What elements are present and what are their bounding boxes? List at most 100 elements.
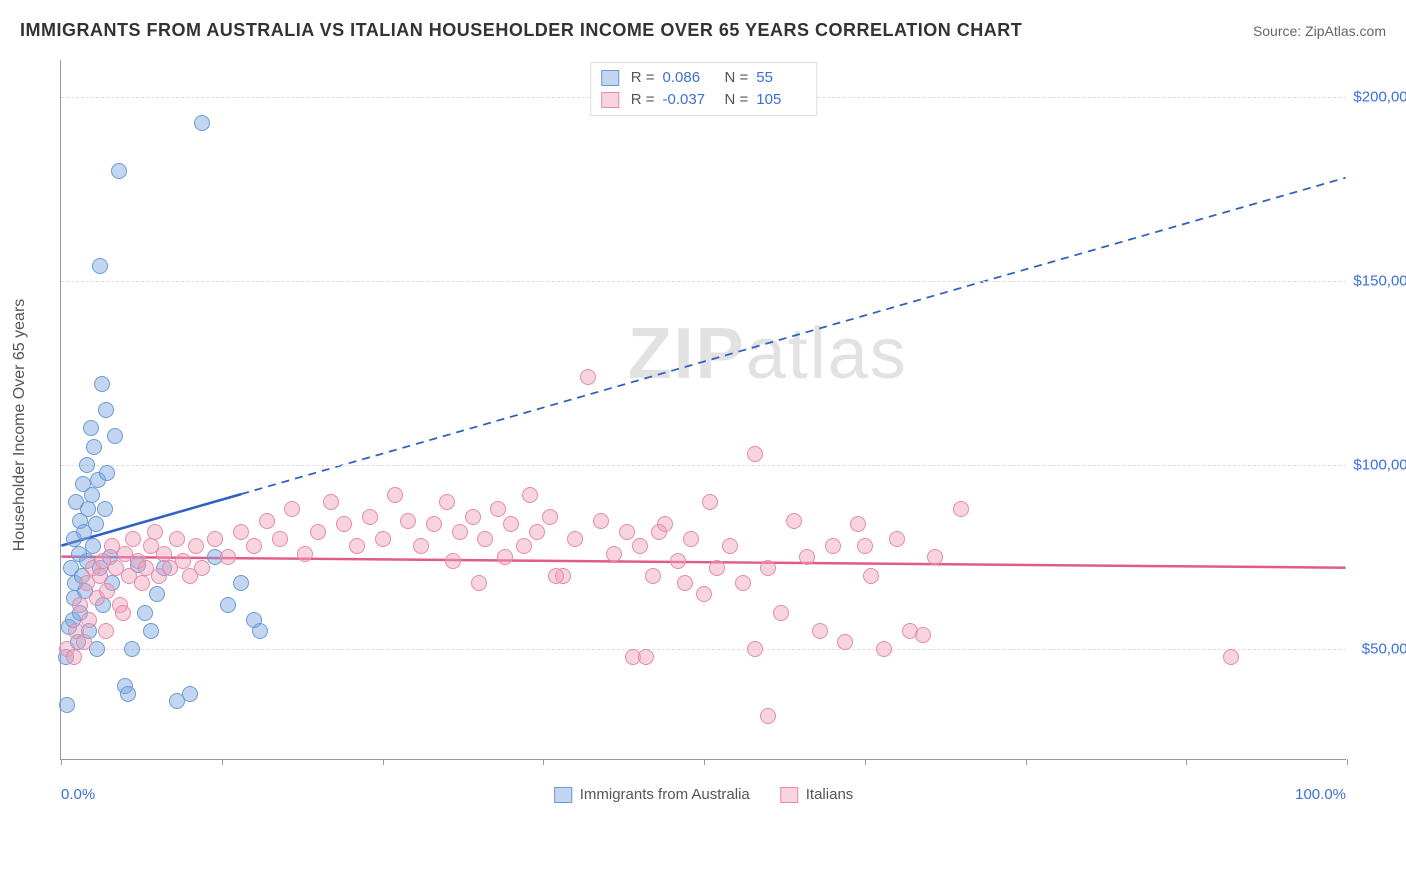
scatter-point-pink [413,538,429,554]
scatter-point-blue [124,641,140,657]
scatter-point-blue [111,163,127,179]
n-value-1: 105 [756,89,806,111]
scatter-point-pink [786,513,802,529]
scatter-point-pink [147,524,163,540]
scatter-point-pink [606,546,622,562]
source-prefix: Source: [1253,23,1305,39]
scatter-point-blue [233,575,249,591]
gridline [61,281,1346,282]
x-tick-mark [222,759,223,765]
scatter-point-pink [72,597,88,613]
scatter-point-blue [143,623,159,639]
scatter-point-pink [529,524,545,540]
n-value-0: 55 [756,67,806,89]
scatter-point-pink [593,513,609,529]
scatter-point-pink [619,524,635,540]
legend-stats-row-1: R = -0.037 N = 105 [601,89,807,111]
scatter-point-pink [387,487,403,503]
scatter-point-blue [92,258,108,274]
legend-item-1: Italians [780,786,854,803]
legend-label-0: Immigrants from Australia [580,786,750,803]
scatter-point-pink [522,487,538,503]
scatter-point-pink [445,553,461,569]
scatter-point-blue [182,686,198,702]
scatter-point-blue [59,697,75,713]
scatter-point-pink [837,634,853,650]
source-name: ZipAtlas.com [1305,23,1386,39]
scatter-point-pink [567,531,583,547]
scatter-point-pink [452,524,468,540]
scatter-point-pink [246,538,262,554]
scatter-point-pink [702,494,718,510]
scatter-point-pink [915,627,931,643]
scatter-point-pink [115,605,131,621]
y-tick-label: $150,000 [1353,273,1406,290]
swatch-pink-icon [601,92,619,108]
swatch-pink-icon [780,787,798,803]
scatter-point-pink [760,708,776,724]
r-label: R = [631,67,655,89]
scatter-point-pink [349,538,365,554]
trend-line-solid-pink [61,557,1345,568]
scatter-point-pink [497,549,513,565]
trend-lines-svg [61,60,1346,759]
scatter-point-pink [812,623,828,639]
scatter-point-pink [156,546,172,562]
scatter-point-pink [125,531,141,547]
x-tick-mark [61,759,62,765]
scatter-point-pink [696,586,712,602]
y-tick-label: $200,000 [1353,88,1406,105]
scatter-point-blue [97,501,113,517]
scatter-point-pink [92,568,108,584]
y-tick-label: $50,000 [1362,641,1406,658]
scatter-point-blue [94,376,110,392]
scatter-point-pink [709,560,725,576]
scatter-point-blue [99,465,115,481]
gridline [61,649,1346,650]
scatter-point-pink [220,549,236,565]
scatter-point-pink [542,509,558,525]
x-tick-mark [1186,759,1187,765]
chart-title: IMMIGRANTS FROM AUSTRALIA VS ITALIAN HOU… [20,20,1022,41]
scatter-point-pink [863,568,879,584]
scatter-point-pink [188,538,204,554]
scatter-point-pink [375,531,391,547]
scatter-point-pink [773,605,789,621]
legend-label-1: Italians [806,786,854,803]
scatter-point-pink [580,369,596,385]
scatter-point-pink [207,531,223,547]
scatter-point-pink [516,538,532,554]
scatter-point-pink [66,649,82,665]
scatter-point-pink [490,501,506,517]
scatter-point-pink [857,538,873,554]
x-tick-mark [543,759,544,765]
scatter-point-pink [400,513,416,529]
scatter-point-blue [84,487,100,503]
trend-line-dashed-blue [241,178,1345,494]
scatter-point-pink [760,560,776,576]
scatter-point-pink [471,575,487,591]
x-tick-mark [865,759,866,765]
legend-stats-row-0: R = 0.086 N = 55 [601,67,807,89]
scatter-point-blue [83,420,99,436]
scatter-point-blue [80,501,96,517]
scatter-point-pink [645,568,661,584]
scatter-point-blue [149,586,165,602]
bottom-legend: Immigrants from Australia Italians [554,786,854,803]
r-value-0: 0.086 [663,67,713,89]
scatter-point-blue [88,516,104,532]
r-value-1: -0.037 [663,89,713,111]
scatter-point-pink [426,516,442,532]
y-axis-title: Householder Income Over 65 years [11,299,29,552]
scatter-point-pink [134,575,150,591]
scatter-point-pink [670,553,686,569]
scatter-point-pink [272,531,288,547]
scatter-point-pink [477,531,493,547]
legend-item-0: Immigrants from Australia [554,786,750,803]
x-tick-mark [1026,759,1027,765]
legend-stats-box: R = 0.086 N = 55 R = -0.037 N = 105 [590,62,818,116]
plot-region: ZIPatlas R = 0.086 N = 55 R = -0.037 N =… [60,60,1346,760]
scatter-point-blue [120,686,136,702]
scatter-point-pink [850,516,866,532]
scatter-point-pink [76,634,92,650]
